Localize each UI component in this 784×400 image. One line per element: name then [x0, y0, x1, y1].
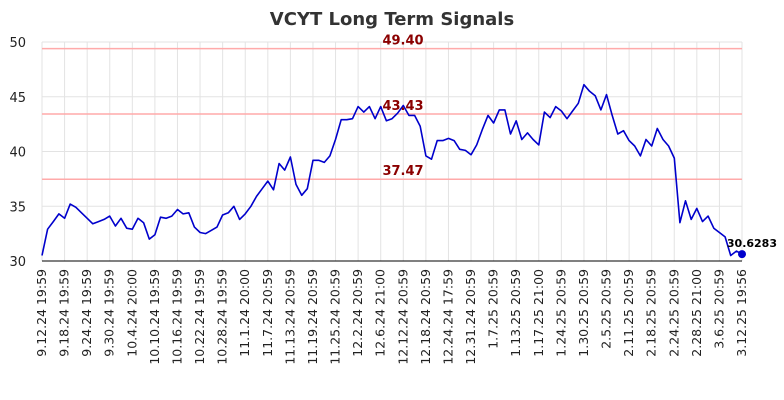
x-tick-label: 3.12.25 19:56 [734, 269, 749, 357]
x-tick-label: 10.10.24 19:59 [147, 269, 162, 365]
last-point-marker [738, 250, 746, 259]
x-tick-label: 11.13.24 20:59 [282, 269, 297, 365]
y-tick-label: 50 [9, 36, 26, 51]
y-tick-label: 45 [9, 91, 26, 106]
x-tick-label: 1.24.25 20:59 [553, 269, 568, 357]
reference-line-label: 49.40 [382, 34, 423, 49]
x-tick-label: 1.30.25 20:59 [576, 269, 591, 357]
last-value-label: 30.6283 [727, 237, 777, 250]
grid [41, 41, 743, 262]
last-point-group: 30.6283 [727, 237, 777, 259]
y-tick-label: 40 [9, 146, 26, 161]
x-tick-label: 2.11.25 20:59 [621, 269, 636, 357]
x-tick-label: 2.28.25 21:00 [689, 269, 704, 357]
x-tick-label: 11.1.24 20:00 [237, 269, 252, 357]
chart-title: VCYT Long Term Signals [270, 9, 514, 30]
x-tick-label: 10.28.24 19:59 [215, 269, 230, 365]
y-tick-label: 30 [9, 255, 26, 270]
x-tick-label: 2.5.25 20:59 [599, 269, 614, 349]
x-axis: 9.12.24 19:59 9.18.24 19:59 9.24.24 19:59 9… [34, 269, 749, 365]
x-tick-label: 12.12.24 20:59 [395, 269, 410, 365]
x-tick-label: 9.30.24 19:59 [102, 269, 117, 357]
x-tick-label: 9.18.24 19:59 [57, 269, 72, 357]
x-tick-label: 10.4.24 20:00 [124, 269, 139, 357]
x-tick-label: 2.18.25 20:59 [644, 269, 659, 357]
series-line [41, 83, 743, 257]
x-tick-label: 12.2.24 20:59 [350, 269, 365, 357]
reference-line-label: 43.43 [382, 99, 423, 114]
y-tick-label: 35 [9, 200, 26, 215]
x-tick-label: 1.7.25 20:59 [486, 269, 501, 349]
reference-lines [42, 47, 742, 180]
x-tick-label: 12.24.24 17:59 [440, 269, 455, 365]
x-tick-label: 12.31.24 20:59 [463, 269, 478, 365]
x-tick-label: 2.24.25 20:59 [666, 269, 681, 357]
x-tick-label: 11.19.24 20:59 [305, 269, 320, 365]
y-axis: 30 35 40 45 50 [9, 36, 26, 270]
x-tick-label: 3.6.25 20:59 [711, 269, 726, 349]
x-tick-label: 10.22.24 19:59 [192, 269, 207, 365]
reference-labels: 49.40 43.43 37.47 [382, 34, 423, 180]
x-tick-label: 9.24.24 19:59 [79, 269, 94, 357]
x-tick-label: 1.13.25 20:59 [508, 269, 523, 357]
x-tick-label: 1.17.25 21:00 [531, 269, 546, 357]
x-tick-label: 9.12.24 19:59 [34, 269, 49, 357]
reference-line-label: 37.47 [382, 164, 423, 179]
x-tick-label: 11.25.24 20:59 [328, 269, 343, 365]
x-tick-label: 10.16.24 19:59 [169, 269, 184, 365]
x-tick-label: 12.18.24 20:59 [418, 269, 433, 365]
x-tick-label: 11.7.24 20:59 [260, 269, 275, 357]
x-tick-label: 12.6.24 21:00 [373, 269, 388, 357]
series-layer [41, 83, 743, 257]
